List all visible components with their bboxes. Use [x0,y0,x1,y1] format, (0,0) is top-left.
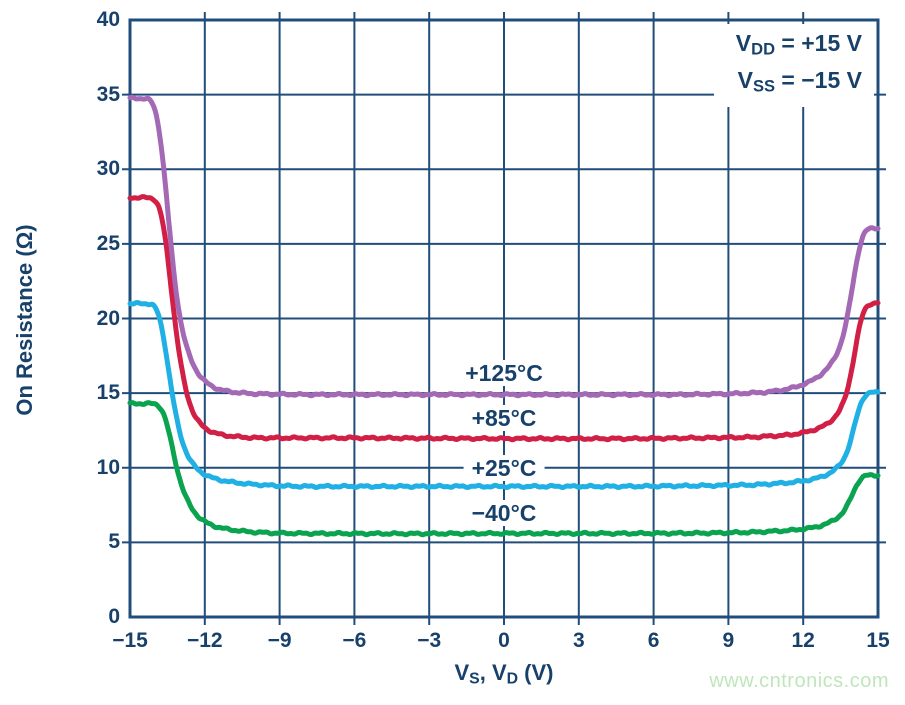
label-text: = −15 V [775,66,862,93]
plot-border [128,18,880,619]
y-tick-label: 40 [96,8,120,31]
series-curve-temp-plus-25c [127,300,881,490]
curve-label-temp-plus-125c: +125°C [457,359,551,386]
y-tick-label: 20 [96,306,120,330]
x-tick-label: −9 [267,629,292,652]
x-tick-label: −15 [112,629,148,652]
y-tick-label: 15 [96,381,120,405]
y-tick-label: 30 [96,157,120,181]
x-tick-label: −6 [342,629,367,652]
x-tick-label: −12 [186,629,223,652]
y-tick-label: 25 [96,231,120,255]
label-text: , V [479,660,507,685]
label-text: V [737,66,753,93]
y-tick-label: 0 [108,605,120,628]
label-text: V [454,660,470,685]
series-curve-temp-minus-40c [127,400,881,538]
y-tick-label: 5 [108,530,120,554]
x-axis-title: VS, VD (V) [454,660,553,688]
x-tick-label: 0 [498,629,510,652]
subscript-text: D [506,670,519,688]
x-tick-label: −3 [417,629,442,652]
label-text: (V) [518,660,554,685]
curve-label-temp-plus-85c: +85°C [463,404,545,431]
annotation-line-vdd: VDD = +15 V [736,28,862,65]
x-tick-label: 12 [791,629,815,652]
x-tick-label: 15 [866,629,890,652]
label-text: = +15 V [775,30,862,56]
series-curve-temp-plus-125c [127,94,881,399]
x-tick-label: 6 [647,629,660,652]
subscript-text: SS [752,76,776,96]
y-axis-title: On Resistance (Ω) [12,224,37,416]
annotation-line-vss: VSS = −15 V [736,65,862,102]
supply-voltage-annotation: VDD = +15 V VSS = −15 V [713,24,874,108]
label-text: V [735,30,752,56]
x-tick-label: 9 [722,629,735,652]
series-curve-temp-plus-85c [127,194,881,443]
y-tick-label: 10 [96,455,120,479]
curve-label-temp-minus-40c: −40°C [463,500,545,527]
watermark-text: www.cntronics.com [709,670,889,692]
subscript-text: S [469,670,480,688]
subscript-text: DD [751,39,776,59]
curve-label-temp-plus-25c: +25°C [463,454,545,481]
y-tick-label: 35 [96,82,120,106]
x-tick-label: 3 [572,629,585,652]
